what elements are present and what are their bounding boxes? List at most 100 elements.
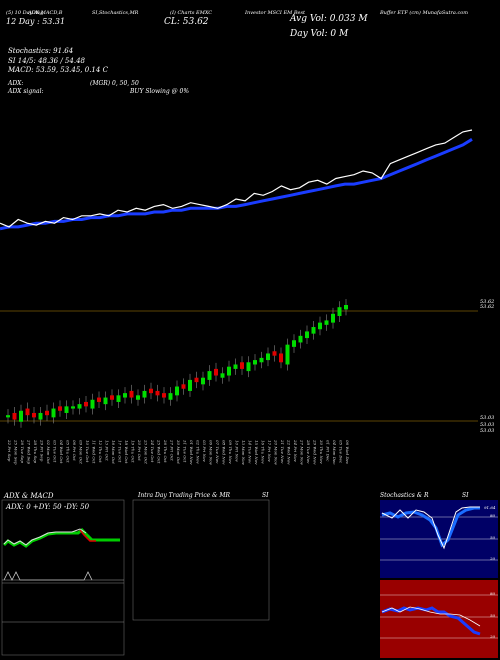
candle-body bbox=[214, 368, 218, 376]
adx-panel-label: ADX: 0 +DY: 50 -DY: 50 bbox=[6, 503, 90, 511]
macd-white-line bbox=[3, 571, 93, 581]
candle-body bbox=[51, 408, 56, 418]
header-label-5: Buffer ETF (cm) MunafaSutra.com bbox=[380, 10, 468, 16]
candle-body bbox=[116, 395, 121, 402]
candle-body bbox=[77, 404, 82, 409]
price-label-bot3: 53.03 bbox=[480, 428, 495, 434]
stoch-level-20: 20 bbox=[490, 556, 496, 561]
date-label: 03 Tue Oct bbox=[53, 440, 58, 463]
candle-body bbox=[240, 362, 244, 369]
date-label: 09 Mon Oct bbox=[79, 440, 84, 464]
candle-body bbox=[324, 320, 329, 325]
date-label: 22 Fri Sep bbox=[7, 439, 12, 462]
date-label: 13 Mon Nov bbox=[241, 440, 246, 466]
date-label: 22 Wed Nov bbox=[287, 439, 292, 465]
date-label: 30 Mon Oct bbox=[176, 440, 181, 464]
candle-body bbox=[201, 377, 205, 385]
header-label-4: Investor MSCI EM Best bbox=[245, 10, 306, 16]
date-label: 26 Tue Sep bbox=[20, 439, 25, 463]
candle-body bbox=[38, 412, 43, 420]
date-label: 05 Thu Oct bbox=[66, 440, 71, 463]
date-label: 20 Mon Nov bbox=[274, 439, 279, 466]
candle-body bbox=[71, 406, 75, 409]
date-label: 27 Mon Nov bbox=[300, 439, 305, 466]
adx-green-line bbox=[2, 528, 120, 548]
date-label: 10 Tue Oct bbox=[85, 440, 90, 463]
si-panel bbox=[380, 580, 498, 658]
date-label: 06 Wed Dec bbox=[345, 440, 350, 465]
candle-body bbox=[6, 415, 10, 418]
date-label: 12 Thu Oct bbox=[98, 440, 103, 463]
candle-body bbox=[344, 305, 348, 310]
candle-body bbox=[84, 401, 88, 407]
day-volume-text: Day Vol: 0 M bbox=[290, 29, 349, 39]
stoch-value-label: 91.64 bbox=[484, 505, 496, 510]
candle-body bbox=[272, 351, 277, 356]
price-label-bot2: 53.03 bbox=[480, 422, 495, 428]
date-label: 15 Wed Nov bbox=[254, 440, 259, 465]
candle-body bbox=[279, 353, 283, 363]
left-value-text: 12 Day : 53.31 bbox=[6, 17, 66, 26]
candles bbox=[6, 299, 348, 428]
date-label: 04 Mon Dec bbox=[332, 440, 337, 465]
date-label: 28 Thu Sep bbox=[33, 439, 38, 464]
macd-text: MACD: 53.59, 53.45, 0.14 C bbox=[8, 66, 108, 74]
si-level-50: 50 bbox=[490, 613, 496, 618]
candle-body bbox=[136, 395, 140, 400]
close-price-text: CL: 53.62 bbox=[164, 17, 209, 27]
date-label: 01 Fri Dec bbox=[326, 440, 331, 462]
candle-body bbox=[19, 410, 23, 422]
date-label: 19 Thu Oct bbox=[131, 440, 136, 463]
stochastics-text: Stochastics: 91.64 bbox=[8, 47, 74, 55]
price-line bbox=[0, 129, 473, 228]
intraday-panel-frame bbox=[132, 499, 270, 621]
si-text: SI 14/5: 48.36 / 54.48 bbox=[8, 57, 85, 65]
candle-body bbox=[45, 410, 49, 416]
date-label: 29 Wed Nov bbox=[313, 439, 318, 465]
date-label: 11 Wed Oct bbox=[92, 440, 97, 464]
candle-body bbox=[175, 386, 179, 396]
candle-body bbox=[331, 313, 335, 323]
stoch-level-80: 80 bbox=[490, 513, 496, 518]
date-label: 14 Tue Nov bbox=[248, 440, 253, 464]
candle-body bbox=[220, 373, 225, 378]
ema-line bbox=[0, 138, 473, 231]
adx-text: ADX: bbox=[8, 80, 24, 87]
candle-body bbox=[129, 390, 134, 398]
date-label: 27 Fri Oct bbox=[170, 439, 175, 461]
date-label: 24 Tue Oct bbox=[150, 439, 155, 463]
candle-body bbox=[181, 384, 186, 389]
intraday-si-label: SI bbox=[262, 492, 269, 499]
price-label-bot1: 53.03 bbox=[480, 415, 495, 421]
header-label-3: (I) Charts EMXC bbox=[170, 10, 213, 16]
stoch-level-50: 50 bbox=[490, 535, 496, 540]
mgr-text: (MGR) 0, 50, 50 bbox=[90, 80, 139, 87]
date-label: 16 Mon Oct bbox=[111, 440, 116, 464]
date-label: 04 Wed Oct bbox=[59, 440, 64, 464]
candle-body bbox=[64, 406, 69, 413]
date-label: 05 Tue Dec bbox=[339, 440, 344, 464]
avg-volume-text: Avg Vol: 0.033 M bbox=[290, 14, 368, 24]
date-label: 01 Wed Nov bbox=[189, 440, 194, 465]
header-label-2: SI,Stochastics,MR bbox=[92, 10, 139, 16]
header-label-0: (5) 10 Day Avg bbox=[6, 10, 44, 16]
date-label: 25 Mon Sep bbox=[14, 439, 19, 465]
candle-body bbox=[253, 360, 257, 365]
si-level-80: 80 bbox=[490, 591, 496, 596]
candle-body bbox=[292, 340, 296, 347]
candle-body bbox=[12, 412, 17, 420]
candle-body bbox=[311, 327, 316, 334]
date-label: 26 Thu Oct bbox=[163, 439, 168, 463]
price-label-top2: 53.62 bbox=[480, 304, 495, 310]
candle-body bbox=[103, 397, 108, 405]
intraday-panel-title: Intra Day Trading Price & MR bbox=[138, 492, 231, 499]
candle-body bbox=[298, 335, 303, 343]
date-label: 09 Thu Nov bbox=[228, 440, 233, 464]
date-label: 30 Thu Nov bbox=[319, 440, 324, 464]
adx-white-line bbox=[3, 528, 87, 546]
date-label: 02 Mon Oct bbox=[46, 440, 51, 464]
candle-body bbox=[97, 397, 101, 402]
candle-body bbox=[318, 322, 322, 330]
candle-body bbox=[90, 399, 95, 409]
candle-body bbox=[266, 353, 270, 361]
